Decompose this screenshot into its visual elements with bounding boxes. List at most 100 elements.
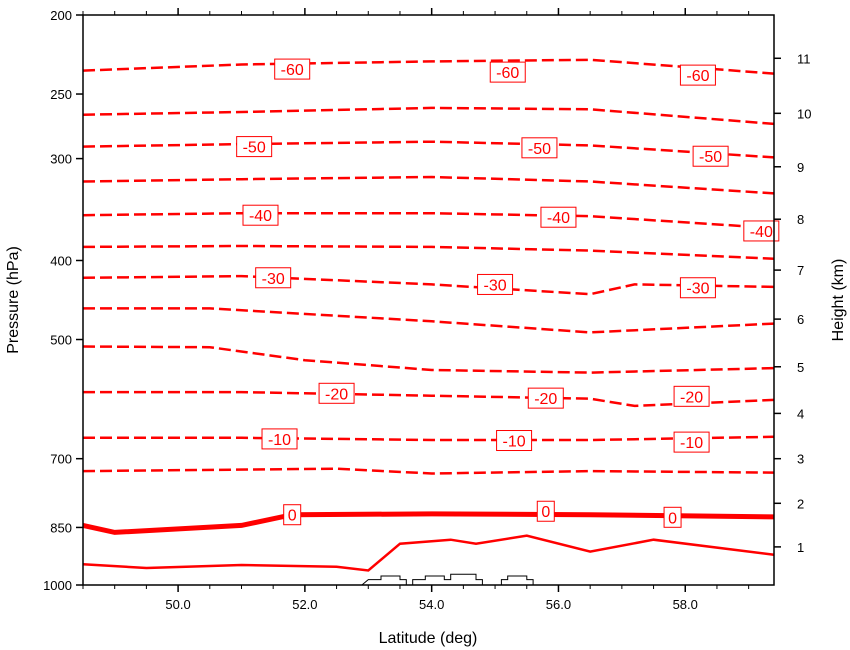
contour-label: -20 — [673, 385, 710, 407]
x-axis: 50.0 52.0 54.0 56.0 58.0 — [82, 8, 750, 612]
contour-label: -20 — [318, 382, 355, 404]
y2-tick-label: 6 — [797, 312, 804, 327]
contour-label-box — [318, 382, 355, 404]
contour-line — [82, 106, 775, 126]
x-tick-label: 56.0 — [546, 597, 571, 612]
contour-label-text: -40 — [547, 210, 570, 227]
y-tick-label: 300 — [50, 152, 72, 167]
contour-line — [82, 58, 775, 75]
contour-label-box — [274, 58, 311, 80]
contour-label-box — [236, 136, 273, 158]
contour-label-text: -60 — [281, 62, 304, 79]
x-tick-label: 50.0 — [165, 597, 190, 612]
contour-line — [83, 307, 775, 334]
contour-label: -10 — [673, 431, 710, 453]
contour-label-text: -10 — [680, 435, 703, 452]
y2-tick-label: 5 — [797, 360, 804, 375]
contour-label-box — [679, 64, 716, 86]
contour-label-box — [663, 506, 682, 528]
contour-label-text: -20 — [325, 386, 348, 403]
x-tick-label: 52.0 — [292, 597, 317, 612]
contour-label: -50 — [236, 136, 273, 158]
contour-label-box — [261, 428, 298, 450]
contour-label: -20 — [527, 387, 564, 409]
contour-label-text: -30 — [262, 271, 285, 288]
contour-label: -60 — [679, 64, 716, 86]
contour-label-box — [692, 145, 729, 167]
contour-line — [82, 467, 775, 475]
y-axis-left: 200 250 300 400 500 700 850 1000 — [43, 8, 83, 593]
contour-label-box — [496, 430, 533, 452]
contour-label-text: 0 — [541, 504, 550, 521]
terrain-outline — [361, 573, 534, 586]
y-tick-label: 250 — [50, 87, 72, 102]
contour-label-box — [521, 137, 558, 159]
contour-line — [82, 140, 775, 159]
y2-tick-label: 4 — [797, 406, 804, 421]
y2-tick-label: 1 — [797, 540, 804, 555]
contour-line — [82, 175, 775, 195]
contour-label: 0 — [536, 500, 555, 522]
y-axis-label: Pressure (hPa) — [5, 246, 22, 354]
contour-lines — [82, 58, 775, 572]
x-axis-label: Latitude (deg) — [379, 630, 478, 647]
contour-label-box — [673, 385, 710, 407]
contour-label-box — [477, 273, 514, 295]
contour-label-box — [673, 431, 710, 453]
y2-tick-label: 2 — [797, 496, 804, 511]
y-tick-label: 700 — [50, 452, 72, 467]
contour-label-text: -20 — [680, 389, 703, 406]
contour-label-text: -20 — [534, 391, 557, 408]
contour-label-text: -40 — [750, 224, 773, 241]
contour-label-text: -10 — [503, 434, 526, 451]
x-tick-label: 58.0 — [673, 597, 698, 612]
y-tick-label: 200 — [50, 8, 72, 23]
contour-line — [82, 534, 775, 572]
contour-label: -30 — [477, 273, 514, 295]
contour-label-box — [489, 61, 526, 83]
contour-label-text: -40 — [249, 208, 272, 225]
contour-label-box — [540, 206, 577, 228]
contour-label-text: -10 — [268, 432, 291, 449]
contour-line — [83, 390, 775, 408]
contour-line — [82, 345, 775, 374]
contour-label: -10 — [496, 430, 533, 452]
contour-label: -40 — [242, 204, 279, 226]
contour-label: -60 — [274, 58, 311, 80]
contour-label: -10 — [261, 428, 298, 450]
contour-label-text: -50 — [243, 140, 266, 157]
contour-label-text: 0 — [288, 508, 297, 525]
plot-frame — [82, 14, 775, 586]
y2-tick-label: 10 — [797, 106, 811, 121]
y2-axis-label: Height (km) — [830, 259, 847, 342]
y2-tick-label: 9 — [797, 160, 804, 175]
contour-label: 0 — [663, 506, 682, 528]
contour-label: -40 — [540, 206, 577, 228]
y2-tick-label: 7 — [797, 263, 804, 278]
contour-label-text: 0 — [668, 510, 677, 527]
y2-tick-label: 3 — [797, 452, 804, 467]
contour-label-box — [743, 220, 780, 242]
contour-label-text: -30 — [484, 277, 507, 294]
y-tick-label: 1000 — [43, 578, 72, 593]
contour-label-text: -60 — [496, 65, 519, 82]
contour-label: -50 — [521, 137, 558, 159]
contour-label: -50 — [692, 145, 729, 167]
contour-line — [82, 244, 775, 260]
contour-label-text: -50 — [528, 141, 551, 158]
contour-line — [82, 211, 775, 230]
contour-label-text: -50 — [699, 149, 722, 166]
contour-label: -30 — [679, 277, 716, 299]
contour-label-box — [283, 504, 302, 526]
y-tick-label: 400 — [50, 253, 72, 268]
y-tick-label: 500 — [50, 333, 72, 348]
contour-label-box — [536, 500, 555, 522]
x-tick-label: 54.0 — [419, 597, 444, 612]
contour-label-text: -60 — [686, 68, 709, 85]
y-tick-label: 850 — [50, 520, 72, 535]
contour-label: 0 — [283, 504, 302, 526]
contour-line — [83, 435, 775, 442]
contour-label-box — [255, 267, 292, 289]
y-axis-right: 1 2 3 4 5 6 7 8 9 10 11 — [774, 51, 811, 555]
